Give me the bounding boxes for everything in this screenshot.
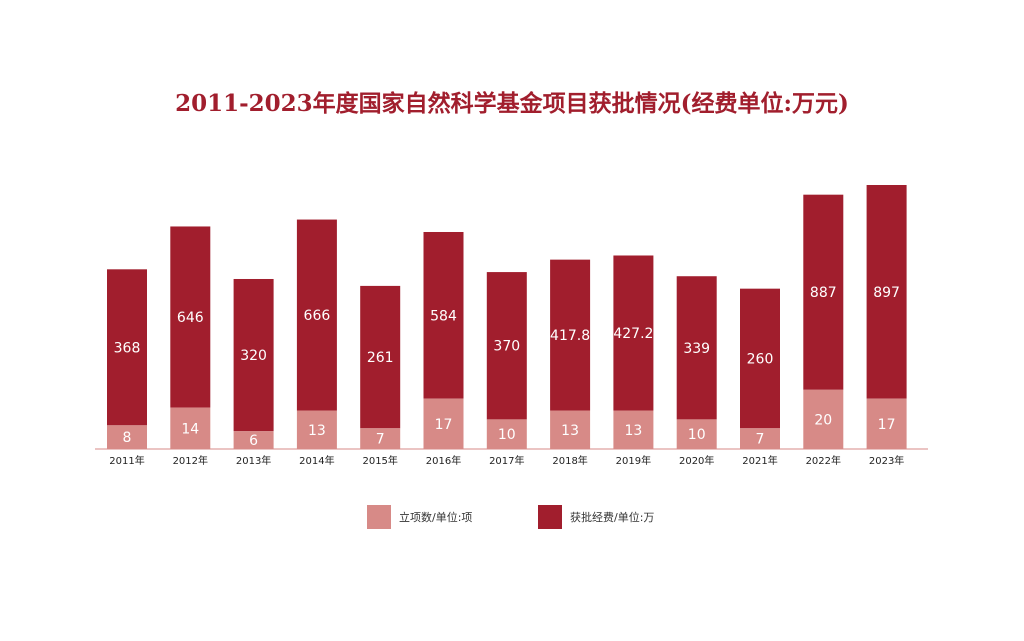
data-label-funding: 666 [304,308,331,324]
bar-count [107,425,147,449]
x-tick-label: 2013年 [236,454,271,467]
data-label-count: 13 [624,423,642,439]
data-label-funding: 646 [177,310,204,326]
legend-label-funding: 获批经费/单位:万 [570,511,655,524]
bar-funding [423,231,464,399]
bar-count [423,398,464,449]
legend-swatch-count [367,505,391,529]
legend-item-funding: 获批经费/单位:万 [538,505,654,529]
data-label-count: 8 [123,430,132,446]
bar-funding [107,269,147,426]
data-label-funding: 370 [493,339,520,355]
data-label-count: 7 [756,432,765,448]
data-label-funding: 417.8 [550,328,590,344]
data-label-funding: 887 [810,285,837,301]
x-tick-label: 2022年 [806,454,841,467]
x-tick-label: 2021年 [742,454,777,467]
data-label-count: 10 [688,427,706,443]
bar-funding [866,185,907,399]
x-tick-label: 2019年 [616,454,651,467]
bar-funding [360,285,401,429]
bar-count [803,389,844,449]
x-tick-label: 2020年 [679,454,714,467]
bar-count [740,428,780,449]
x-tick-label: 2011年 [109,454,144,467]
bar-funding [676,276,717,420]
data-label-funding: 897 [873,285,900,301]
data-label-count: 7 [376,432,385,448]
legend-label-count: 立项数/单位:项 [399,511,473,524]
x-tick-label: 2012年 [173,454,208,467]
x-tick-label: 2017年 [489,454,524,467]
bar-count [360,428,401,449]
bar-funding [550,259,591,411]
data-label-count: 6 [249,433,258,449]
data-label-funding: 260 [747,351,774,367]
legend-item-count: 立项数/单位:项 [367,505,472,529]
bar-count [233,431,274,449]
bar-funding [296,219,337,411]
data-label-count: 10 [498,427,516,443]
data-label-funding: 368 [114,340,141,356]
data-label-count: 14 [181,421,199,437]
bar-funding [740,288,780,429]
data-label-funding: 584 [430,308,457,324]
bar-funding [613,255,654,411]
bar-count [676,419,717,449]
bar-funding [486,272,527,420]
data-label-count: 13 [308,423,326,439]
bar-count [613,410,654,449]
bar-count [866,398,907,449]
data-label-count: 17 [435,417,453,433]
data-label-funding: 320 [240,348,267,364]
data-label-count: 17 [878,417,896,433]
chart-title: 2011-2023年度国家自然科学基金项目获批情况(经费单位:万元) [175,90,849,117]
bar-count [486,419,527,449]
x-tick-label: 2015年 [362,454,397,467]
bar-count [296,410,337,449]
data-label-funding: 427.2 [613,326,653,342]
bar-funding [803,194,844,390]
data-label-funding: 261 [367,350,394,366]
data-label-count: 13 [561,423,579,439]
bar-count [170,407,211,449]
bar-funding [170,226,211,408]
x-tick-label: 2014年 [299,454,334,467]
x-tick-label: 2018年 [552,454,587,467]
x-tick-label: 2023年 [869,454,904,467]
bar-funding [233,278,274,432]
bar-count [550,410,591,449]
data-label-count: 20 [814,412,832,428]
x-tick-label: 2016年 [426,454,461,467]
data-label-funding: 339 [683,341,710,357]
legend-swatch-funding [538,505,562,529]
